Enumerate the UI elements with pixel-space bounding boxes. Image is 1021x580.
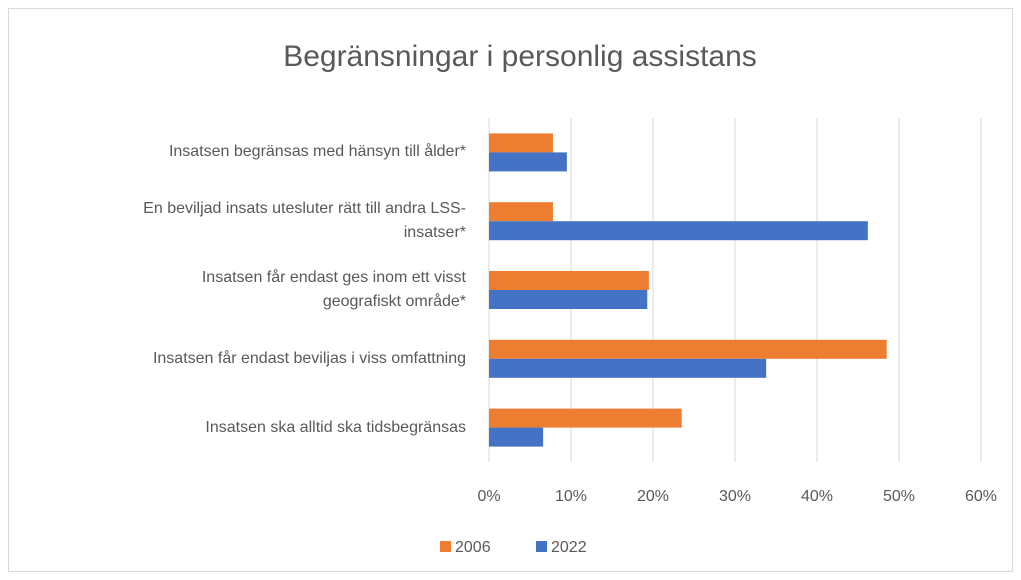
bar — [489, 339, 887, 359]
x-tick-label: 0% — [477, 488, 500, 505]
y-tick-label: En beviljad insats utesluter rätt till a… — [143, 200, 466, 242]
legend-label: 2022 — [551, 539, 587, 556]
y-tick-label: Insatsen ska alltid ska tidsbegränsas — [205, 418, 466, 436]
x-tick-label: 40% — [801, 488, 833, 505]
y-tick-label: Insatsen får endast ges inom ett visst g… — [201, 269, 466, 310]
bar — [489, 152, 567, 172]
chart-title: Begränsningar i personlig assistans — [283, 40, 757, 73]
bar — [489, 271, 649, 290]
legend-swatch — [440, 541, 451, 552]
bar — [489, 202, 553, 222]
x-tick-label: 50% — [883, 488, 915, 505]
bar — [489, 133, 553, 153]
bar — [489, 358, 767, 378]
bar — [489, 408, 682, 428]
x-tick-label: 30% — [719, 488, 751, 505]
y-tick-label: Insatsen får endast beviljas i viss omfa… — [152, 349, 466, 367]
bar — [489, 221, 868, 241]
bar — [489, 427, 544, 447]
legend-swatch — [536, 541, 547, 552]
x-tick-label: 20% — [637, 488, 669, 505]
legend-label: 2006 — [455, 539, 491, 556]
y-tick-label: Insatsen begränsas med hänsyn till ålder… — [168, 143, 466, 161]
x-tick-label: 60% — [965, 488, 997, 505]
x-tick-label: 10% — [555, 488, 587, 505]
bar — [489, 290, 648, 309]
